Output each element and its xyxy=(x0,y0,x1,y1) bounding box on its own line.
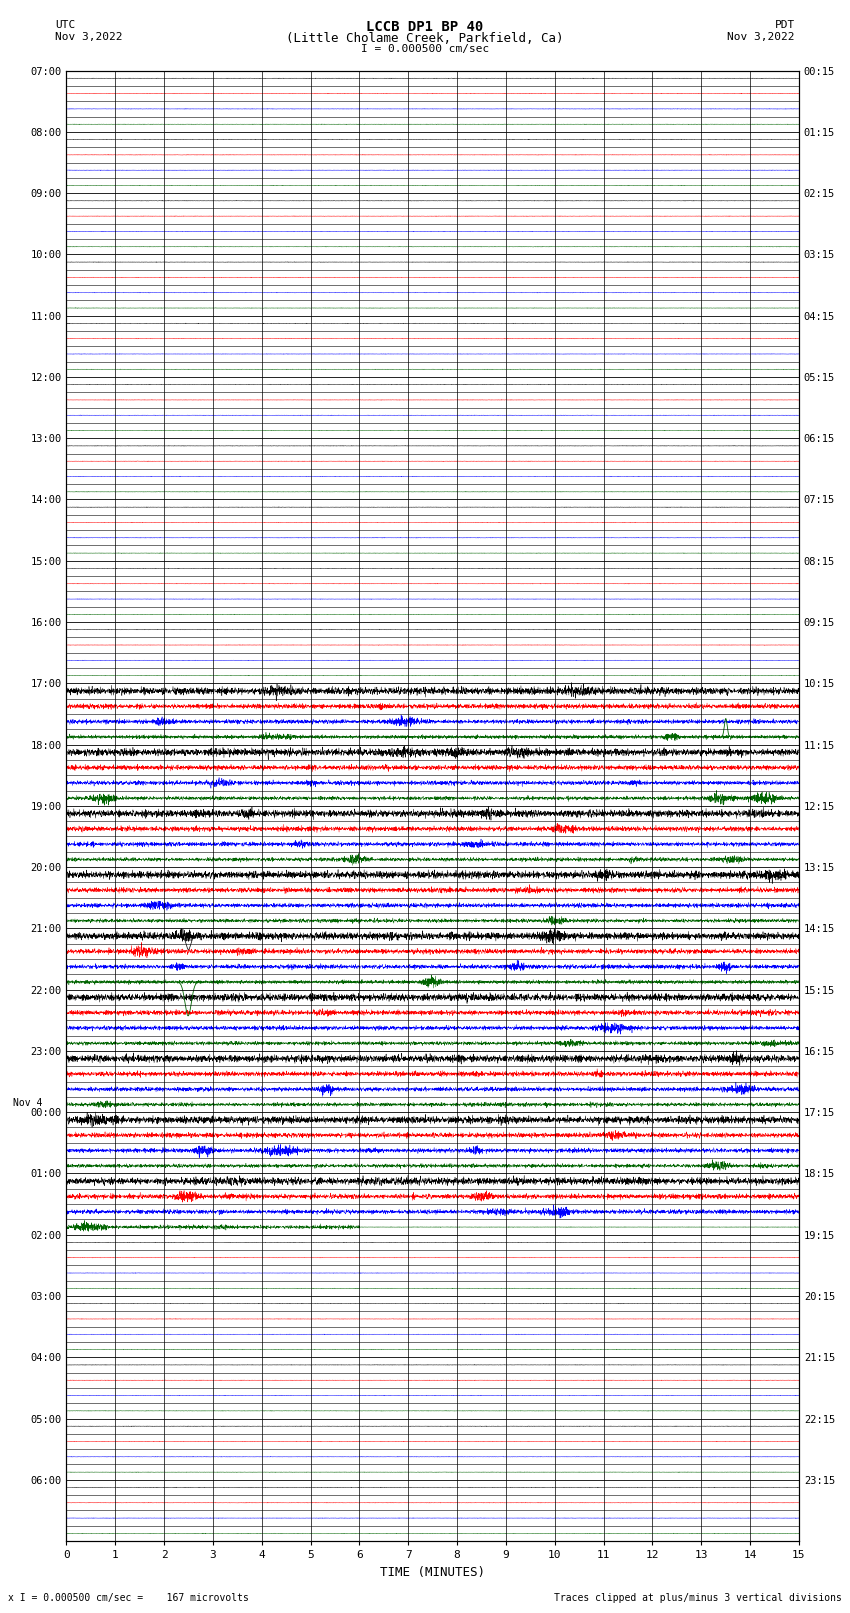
Text: (Little Cholame Creek, Parkfield, Ca): (Little Cholame Creek, Parkfield, Ca) xyxy=(286,32,564,45)
Text: x I = 0.000500 cm/sec =    167 microvolts: x I = 0.000500 cm/sec = 167 microvolts xyxy=(8,1594,249,1603)
Text: Nov 4: Nov 4 xyxy=(13,1098,42,1108)
Text: Nov 3,2022: Nov 3,2022 xyxy=(55,32,122,42)
Text: LCCB DP1 BP 40: LCCB DP1 BP 40 xyxy=(366,19,484,34)
Text: I = 0.000500 cm/sec: I = 0.000500 cm/sec xyxy=(361,44,489,53)
X-axis label: TIME (MINUTES): TIME (MINUTES) xyxy=(380,1566,485,1579)
Text: UTC: UTC xyxy=(55,19,76,31)
Text: Traces clipped at plus/minus 3 vertical divisions: Traces clipped at plus/minus 3 vertical … xyxy=(553,1594,842,1603)
Text: Nov 3,2022: Nov 3,2022 xyxy=(728,32,795,42)
Text: PDT: PDT xyxy=(774,19,795,31)
